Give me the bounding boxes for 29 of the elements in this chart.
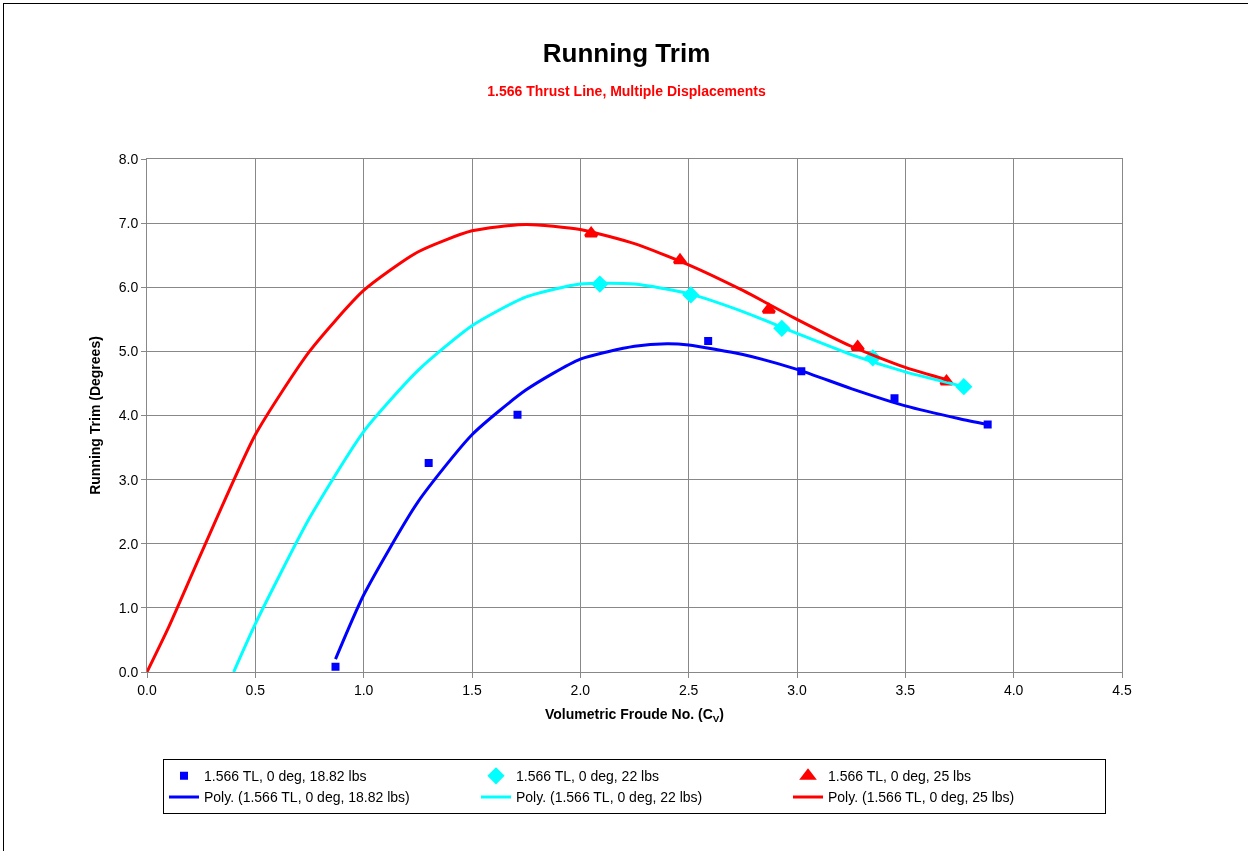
y-tick-label: 5.0 xyxy=(118,343,139,360)
y-tick-label: 0.0 xyxy=(118,663,139,680)
x-tick-label: 4.0 xyxy=(1003,681,1024,698)
x-tick-label: 3.0 xyxy=(787,681,807,698)
x-axis-title: Volumetric Froude No. (C$_{V}$) xyxy=(545,706,724,725)
legend-label: 1.566 TL, 0 deg, 22 lbs xyxy=(516,768,659,785)
x-tick-label: 0.0 xyxy=(137,681,157,698)
y-tick-label: 3.0 xyxy=(118,471,139,488)
legend-label: 1.566 TL, 0 deg, 25 lbs xyxy=(828,768,971,785)
y-tick-label: 4.0 xyxy=(118,407,139,424)
x-tick-label: 0.5 xyxy=(245,681,266,698)
y-axis-title: Running Trim (Degrees) xyxy=(87,336,104,495)
y-tick-label: 6.0 xyxy=(118,279,139,296)
x-tick-label: 2.0 xyxy=(570,681,591,698)
legend-label: 1.566 TL, 0 deg, 18.82 lbs xyxy=(204,768,367,785)
x-tick-label: 1.0 xyxy=(353,681,374,698)
x-tick-label: 3.5 xyxy=(895,681,916,698)
x-tick-label: 1.5 xyxy=(462,681,482,698)
y-tick-label: 8.0 xyxy=(118,150,139,167)
y-tick-label: 7.0 xyxy=(118,215,139,232)
x-tick-label: 2.5 xyxy=(678,681,699,698)
legend-label: Poly. (1.566 TL, 0 deg, 25 lbs) xyxy=(828,789,1015,806)
legend-label: Poly. (1.566 TL, 0 deg, 22 lbs) xyxy=(516,789,703,806)
x-tick-label: 4.5 xyxy=(1112,681,1132,698)
y-tick-label: 2.0 xyxy=(118,535,139,552)
y-tick-label: 1.0 xyxy=(118,599,139,616)
chart-title: Running Trim xyxy=(542,38,711,69)
chart-subtitle: 1.566 Thrust Line, Multiple Displacements xyxy=(487,82,766,99)
legend-label: Poly. (1.566 TL, 0 deg, 18.82 lbs) xyxy=(204,789,410,806)
